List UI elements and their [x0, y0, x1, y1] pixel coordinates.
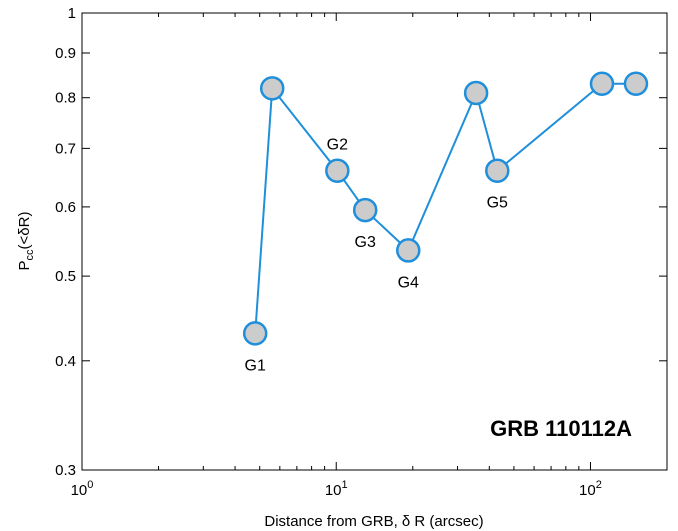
grb-annotation: GRB 110112A: [490, 416, 632, 441]
data-point: [623, 71, 649, 96]
x-tick-label-base: 10: [579, 482, 596, 499]
point-label: G2: [327, 137, 348, 154]
data-point: [259, 76, 285, 101]
y-tick-label: 0.8: [55, 90, 76, 107]
data-point: [589, 71, 615, 96]
data-point: [242, 321, 268, 346]
y-axis-label: Pcc(<δR): [16, 212, 36, 271]
point-label: G3: [355, 234, 376, 251]
point-label: G5: [487, 195, 508, 212]
x-tick-label: 100: [71, 479, 94, 499]
data-point: [396, 238, 421, 263]
x-tick-label-exponent: 1: [342, 479, 348, 491]
y-tick-label: 0.9: [55, 45, 76, 62]
x-tick-label-base: 10: [71, 482, 88, 499]
y-tick-label: 1: [68, 5, 76, 22]
series-group: [242, 71, 649, 346]
point-label: G4: [398, 274, 419, 291]
y-tick-label: 0.3: [55, 462, 76, 479]
y-tick-label: 0.6: [55, 199, 76, 216]
data-point: [325, 158, 350, 183]
data-point: [352, 197, 378, 223]
x-tick-label-exponent: 0: [87, 479, 93, 491]
x-axis-label: Distance from GRB, δ R (arcsec): [264, 513, 483, 530]
plot-area: [81, 12, 668, 471]
y-tick-label: 0.7: [55, 140, 76, 157]
point-label: G1: [245, 357, 266, 374]
data-point: [463, 80, 489, 106]
x-tick-label: 102: [579, 479, 602, 499]
x-tick-label-exponent: 2: [596, 479, 602, 491]
y-tick-label: 0.4: [55, 353, 76, 370]
labels-group: G1 G2 G3 G4 G5: [245, 137, 509, 375]
y-tick-label: 0.5: [55, 268, 76, 285]
data-point: [485, 158, 510, 183]
x-tick-label-base: 10: [325, 482, 342, 499]
x-tick-label: 101: [325, 479, 348, 499]
